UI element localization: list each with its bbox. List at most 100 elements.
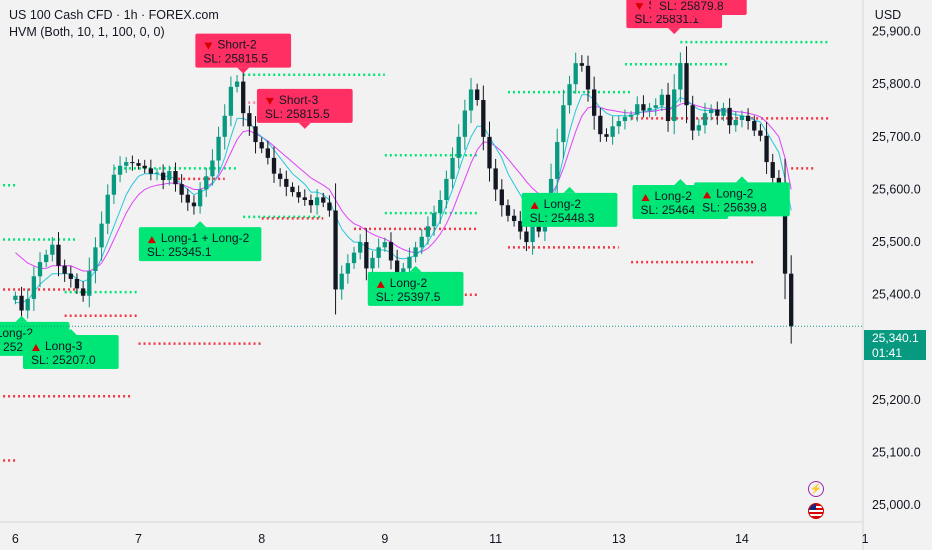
time-axis[interactable]: 6 7 8 9 11 13 14 1 [12,532,869,546]
candle [351,246,357,269]
candle [234,74,240,93]
candle [50,236,55,262]
triangle-up-icon [376,280,385,288]
candle [524,224,529,252]
candle [68,266,73,288]
candle [616,115,621,134]
candle [117,156,123,183]
candle [13,291,18,305]
candle [635,96,640,122]
candle [241,66,246,127]
x-tick-label: 6 [12,532,19,546]
lightning-icon[interactable]: ⚡ [808,481,824,497]
candle [702,102,708,134]
candle [173,162,178,192]
candle [210,149,215,186]
long-signal-label[interactable]: Long-1 + Long-2SL: 25345.1 [138,221,262,262]
short-signal-label[interactable]: Short-3SL: 25815.5 [256,88,353,129]
candle [678,52,683,103]
candle [592,76,597,130]
candle [327,195,332,217]
candle [216,126,221,173]
candle [444,170,449,209]
chart-title: US 100 Cash CFD · 1h · FOREX.com [9,8,219,22]
signal-name: Long-2 [655,189,693,203]
candle [124,156,129,174]
candle [505,199,511,222]
candle [308,194,314,213]
y-tick-label: 25,800.0 [872,77,921,91]
candle [672,74,677,135]
candle [93,237,98,284]
candle [302,189,307,206]
candle [487,121,492,182]
indicator-legend[interactable]: HVM (Both, 10, 1, 100, 0, 0) [9,25,165,39]
candle [739,110,745,128]
long-signal-label[interactable]: Long-2SL: 25397.5 [367,265,464,306]
candle [130,155,135,171]
candle [789,255,794,344]
candle [610,116,615,145]
x-tick-label: 8 [258,532,265,546]
candle [690,95,695,140]
candle [708,104,714,121]
candle [111,164,117,204]
candle [376,238,381,268]
y-tick-label: 25,200.0 [872,393,921,407]
candle [358,234,363,260]
triangle-up-icon [31,344,40,352]
signal-stop-loss: SL: 25207.0 [31,353,96,367]
price-axis[interactable]: 25,000.025,100.025,200.025,300.025,400.0… [872,25,921,513]
currency-button[interactable]: USD [874,8,902,22]
y-tick-label: 25,900.0 [872,25,921,39]
signal-name: Long-3 [45,339,83,353]
candle [37,252,43,288]
candle [493,158,498,202]
candle [364,228,369,281]
short-signal-label[interactable]: Short-2SL: 25815.5 [195,33,292,74]
y-tick-label: 25,500.0 [872,235,921,249]
candle [87,257,92,308]
candle [142,159,147,174]
candle [99,211,104,261]
candle [425,216,431,245]
long-signal-label[interactable]: Long-2SL: 25448.3 [521,186,618,227]
candle [321,192,326,208]
x-tick-label: 11 [489,532,502,546]
candle [265,140,270,165]
candle [659,88,665,112]
long-signal-label[interactable]: Long-3SL: 25207.0 [22,329,119,370]
long-signal-label[interactable]: Long-2SL: 25639.8 [694,176,790,217]
candle [715,101,720,125]
candle [598,108,603,142]
x-tick-label: 14 [735,532,749,546]
triangle-up-icon [703,191,712,199]
candle [641,95,646,118]
candle [62,259,67,282]
candle [31,266,37,311]
short-signal-label[interactable]: Short-2SL: 25879.8 [650,0,747,21]
triangle-down-icon [635,3,644,11]
candle [80,281,86,302]
candle [475,83,480,106]
candle [764,121,769,174]
signal-name: Long-2 [390,276,428,290]
candle [284,170,289,197]
candle [388,232,394,270]
candle [253,116,258,154]
signal-stop-loss: SL: 25464.7 [641,203,706,217]
long-signal-label[interactable]: Long-2SL: 25464.7 [632,179,729,220]
signal-name: Short-3 [279,93,319,107]
y-tick-label: 25,600.0 [872,182,921,196]
candle [782,158,788,300]
x-tick-label: 1 [862,532,869,546]
candle [481,85,486,151]
candle [462,99,468,150]
candle [745,108,751,130]
candle [518,211,523,240]
signal-name: Long-2 [716,186,754,200]
candle [573,52,578,94]
us-flag-icon[interactable] [808,503,824,519]
candle [622,109,628,130]
